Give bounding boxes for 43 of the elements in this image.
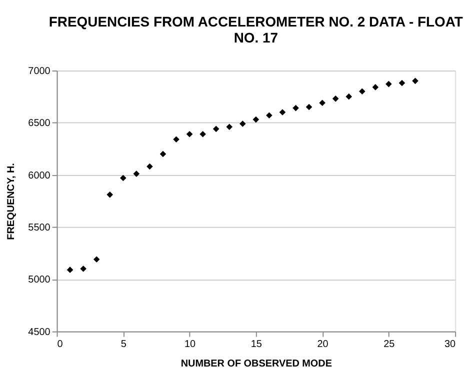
x-tick-label: 25 [384, 338, 396, 350]
point [173, 136, 180, 143]
point [386, 80, 392, 88]
y-tick-label: 5500 [28, 222, 51, 234]
y-axis-title: FREQUENCY, H. [6, 162, 18, 240]
x-tick-label: 15 [250, 338, 262, 350]
chart-title: FREQUENCIES FROM ACCELEROMETER NO. 2 DATA - FLOAT NO. 17 [48, 14, 464, 46]
point [226, 124, 233, 130]
point [239, 120, 246, 127]
y-tick-label: 4500 [28, 326, 51, 338]
point [252, 116, 260, 123]
point [80, 266, 86, 272]
point [332, 96, 339, 102]
x-tick-label: 0 [57, 338, 64, 350]
point [306, 104, 312, 110]
point [292, 104, 299, 112]
point [279, 109, 286, 116]
y-tick-label: 7000 [28, 66, 51, 77]
point [66, 266, 74, 273]
point [398, 80, 406, 86]
point [358, 88, 366, 95]
x-tick-label: 10 [184, 338, 196, 350]
y-tick-label: 5000 [28, 274, 51, 286]
point [160, 150, 166, 158]
x-axis-title: NUMBER OF OBSERVED MODE [180, 358, 332, 370]
point [372, 84, 379, 90]
point [93, 256, 100, 263]
point [266, 112, 272, 119]
x-tick-label: 20 [317, 338, 329, 350]
point [346, 93, 352, 100]
point [319, 100, 326, 106]
y-tick-label: 6500 [28, 118, 51, 130]
point [212, 126, 220, 132]
point [133, 170, 140, 177]
x-tick-label: 30 [444, 338, 456, 350]
point [200, 131, 206, 138]
y-tick-label: 6000 [28, 170, 51, 182]
point [106, 192, 114, 198]
x-tick-label: 5 [120, 338, 127, 350]
point [186, 131, 193, 138]
point [120, 174, 126, 182]
point [412, 78, 418, 84]
point [146, 163, 153, 170]
